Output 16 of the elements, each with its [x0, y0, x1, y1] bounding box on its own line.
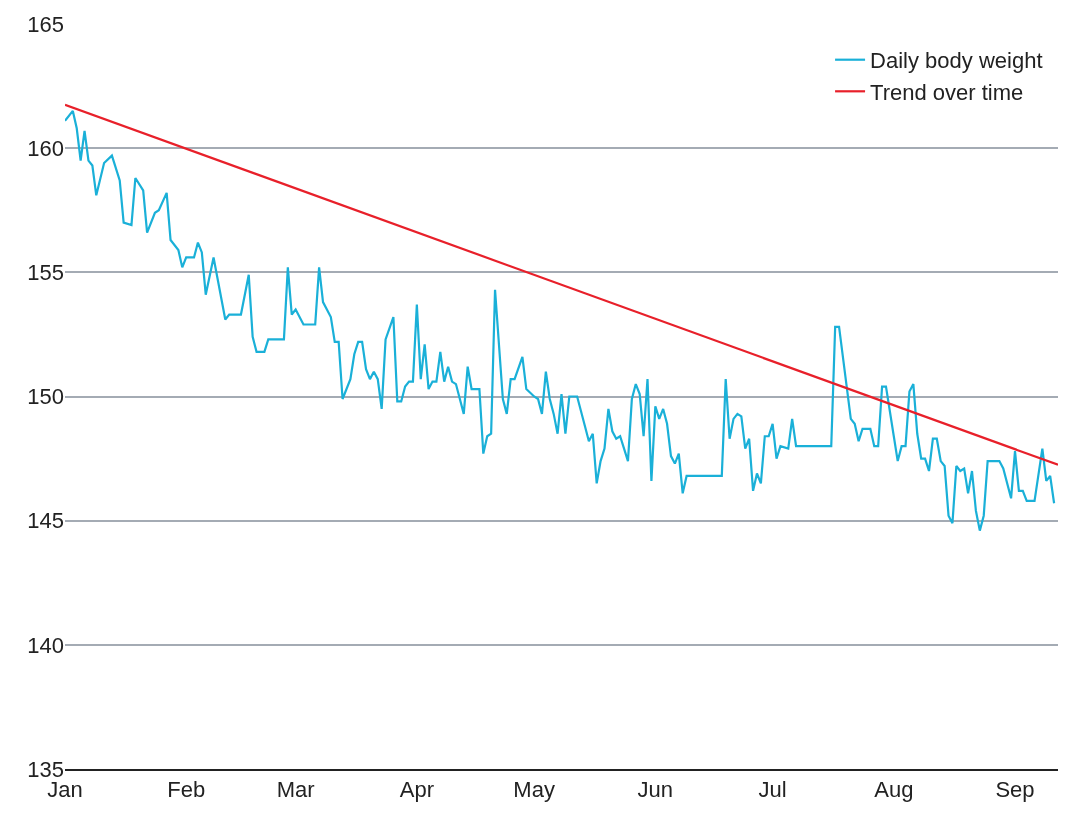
y-tick-label: 155 [27, 260, 64, 286]
x-tick-label: Aug [874, 777, 914, 803]
legend-label: Trend over time [870, 79, 1024, 105]
y-tick-label: 165 [27, 11, 64, 37]
y-tick-label: 160 [27, 135, 64, 161]
y-tick-label: 150 [27, 384, 64, 410]
x-tick-label: Mar [276, 777, 315, 803]
y-tick-label: 140 [27, 632, 64, 658]
x-tick-label: May [513, 777, 555, 803]
x-tick-label: Jun [637, 777, 674, 803]
legend-label: Daily body weight [870, 48, 1043, 74]
x-tick-label: Jul [758, 777, 787, 803]
y-tick-label: 145 [27, 508, 64, 534]
x-tick-label: Apr [399, 777, 434, 803]
x-tick-label: Sep [995, 777, 1035, 803]
x-tick-label: Feb [167, 777, 206, 803]
